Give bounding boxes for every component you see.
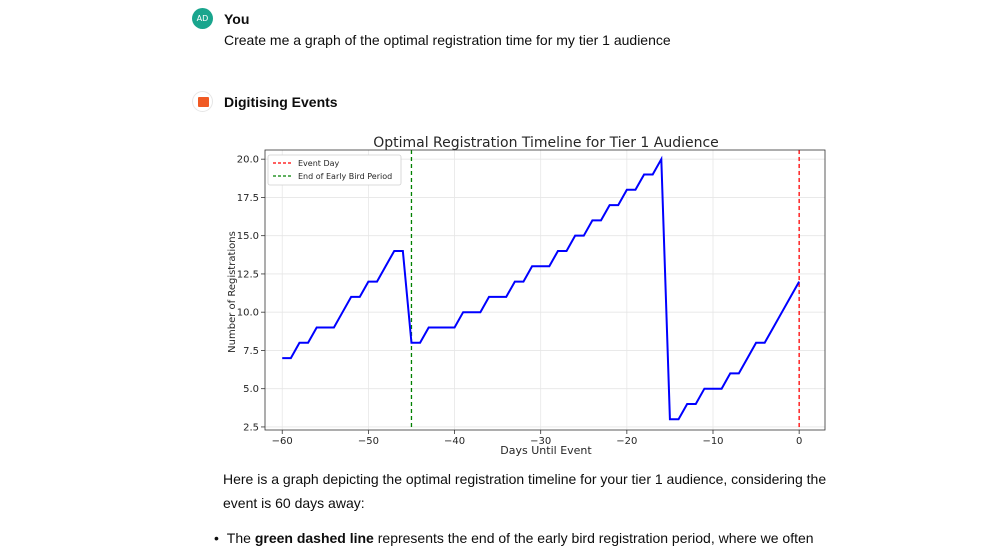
y-tick-label: 12.5 bbox=[237, 269, 259, 280]
bullet-bold: green dashed line bbox=[254, 530, 374, 546]
chart-grid bbox=[265, 150, 825, 430]
x-tick-label: −30 bbox=[530, 436, 551, 447]
chart-legend: Event Day End of Early Bird Period bbox=[267, 154, 402, 186]
assistant-paragraph: Here is a graph depicting the optimal re… bbox=[223, 471, 827, 511]
x-tick-label: 0 bbox=[796, 436, 802, 447]
plot-frame bbox=[264, 149, 826, 431]
user-name: You bbox=[224, 11, 250, 27]
y-tick-label: 2.5 bbox=[243, 422, 259, 433]
legend-label-early-bird: End of Early Bird Period bbox=[298, 172, 392, 181]
reference-lines bbox=[410, 150, 800, 430]
legend-label-event-day: Event Day bbox=[298, 159, 340, 168]
x-tick-label: −40 bbox=[444, 436, 465, 447]
x-axis-label: Days Until Event bbox=[500, 444, 592, 457]
y-tick-label: 10.0 bbox=[237, 308, 259, 319]
chart-title: Optimal Registration Timeline for Tier 1… bbox=[373, 135, 719, 151]
assistant-name: Digitising Events bbox=[224, 94, 338, 110]
user-message: Create me a graph of the optimal registr… bbox=[224, 32, 671, 48]
y-tick-label: 17.5 bbox=[237, 193, 259, 204]
y-tick-label: 15.0 bbox=[237, 231, 259, 242]
y-tick-label: 7.5 bbox=[243, 346, 259, 357]
x-tick-label: −10 bbox=[702, 436, 723, 447]
y-tick-label: 20.0 bbox=[237, 155, 259, 166]
digitising-events-logo-icon bbox=[198, 97, 209, 107]
bullet-rest: represents the end of the early bird reg… bbox=[373, 530, 814, 546]
y-tick-label: 5.0 bbox=[243, 384, 259, 395]
bullet-prefix: The bbox=[226, 530, 255, 546]
bullet-item: • The green dashed line represents the e… bbox=[214, 530, 814, 546]
assistant-avatar bbox=[192, 91, 213, 112]
registration-chart: Optimal Registration Timeline for Tier 1… bbox=[227, 135, 826, 457]
series-line bbox=[282, 155, 801, 421]
y-axis-ticks: 2.5 5.0 7.5 10.0 12.5 15.0 17.5 20.0 bbox=[237, 155, 265, 433]
x-tick-label: −60 bbox=[272, 436, 293, 447]
user-avatar: AD bbox=[192, 8, 213, 29]
x-axis-ticks: −60 −50 −40 −30 −20 −10 0 bbox=[272, 430, 802, 447]
x-tick-label: −20 bbox=[616, 436, 637, 447]
x-tick-label: −50 bbox=[358, 436, 379, 447]
y-axis-label: Number of Registrations bbox=[227, 231, 238, 353]
bullet-icon: • bbox=[214, 530, 219, 546]
